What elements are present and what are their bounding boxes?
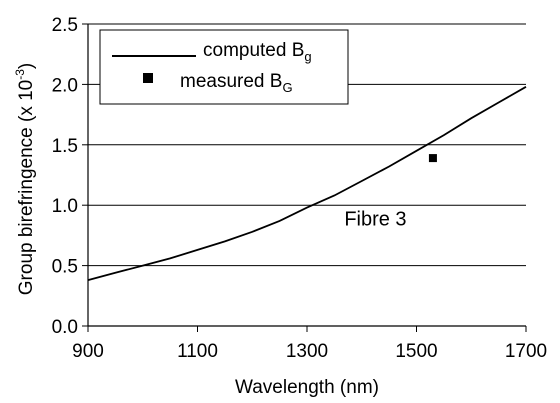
series-line-computed xyxy=(87,86,527,281)
x-tick-label: 900 xyxy=(72,341,104,362)
y-axis-title-exponent: -3 xyxy=(13,69,27,80)
data-series xyxy=(87,86,527,281)
y-tick-label: 1.5 xyxy=(52,136,78,157)
tick-labels: 0.0 0.5 1.0 1.5 2.0 2.5 900 1100 1300 1500 1700 xyxy=(52,15,548,362)
y-tick-label: 1.0 xyxy=(52,196,78,217)
data-point-measured xyxy=(428,154,437,163)
legend: computed Bg measured BG xyxy=(99,29,349,105)
y-axis-title: Group birefringence (x 10-3) xyxy=(13,63,37,295)
y-tick-label: 0.0 xyxy=(52,317,78,338)
x-tick-label: 1700 xyxy=(505,341,547,362)
y-tick-label: 2.0 xyxy=(52,75,78,96)
y-tick-label: 2.5 xyxy=(52,15,78,36)
legend-label-computed-sub: g xyxy=(304,49,311,64)
y-tick-label: 0.5 xyxy=(52,257,78,278)
legend-label-computed-base: computed B xyxy=(203,40,304,61)
legend-box xyxy=(99,29,349,105)
legend-label-measured: measured BG xyxy=(180,71,293,95)
x-tick-label: 1100 xyxy=(177,341,218,362)
x-tick-label: 1300 xyxy=(286,341,328,362)
y-axis-title-main: Group birefringence (x 10 xyxy=(16,80,37,295)
x-tick-label: 1500 xyxy=(395,341,437,362)
legend-label-measured-sub: G xyxy=(282,80,292,95)
legend-label-computed: computed Bg xyxy=(203,40,312,64)
axes xyxy=(82,23,527,332)
y-axis-title-close: ) xyxy=(16,63,37,69)
legend-marker-swatch xyxy=(143,73,153,83)
annotation-fibre-label: Fibre 3 xyxy=(344,208,406,230)
legend-label-measured-base: measured B xyxy=(180,71,282,92)
x-axis-title: Wavelength (nm) xyxy=(235,377,379,398)
